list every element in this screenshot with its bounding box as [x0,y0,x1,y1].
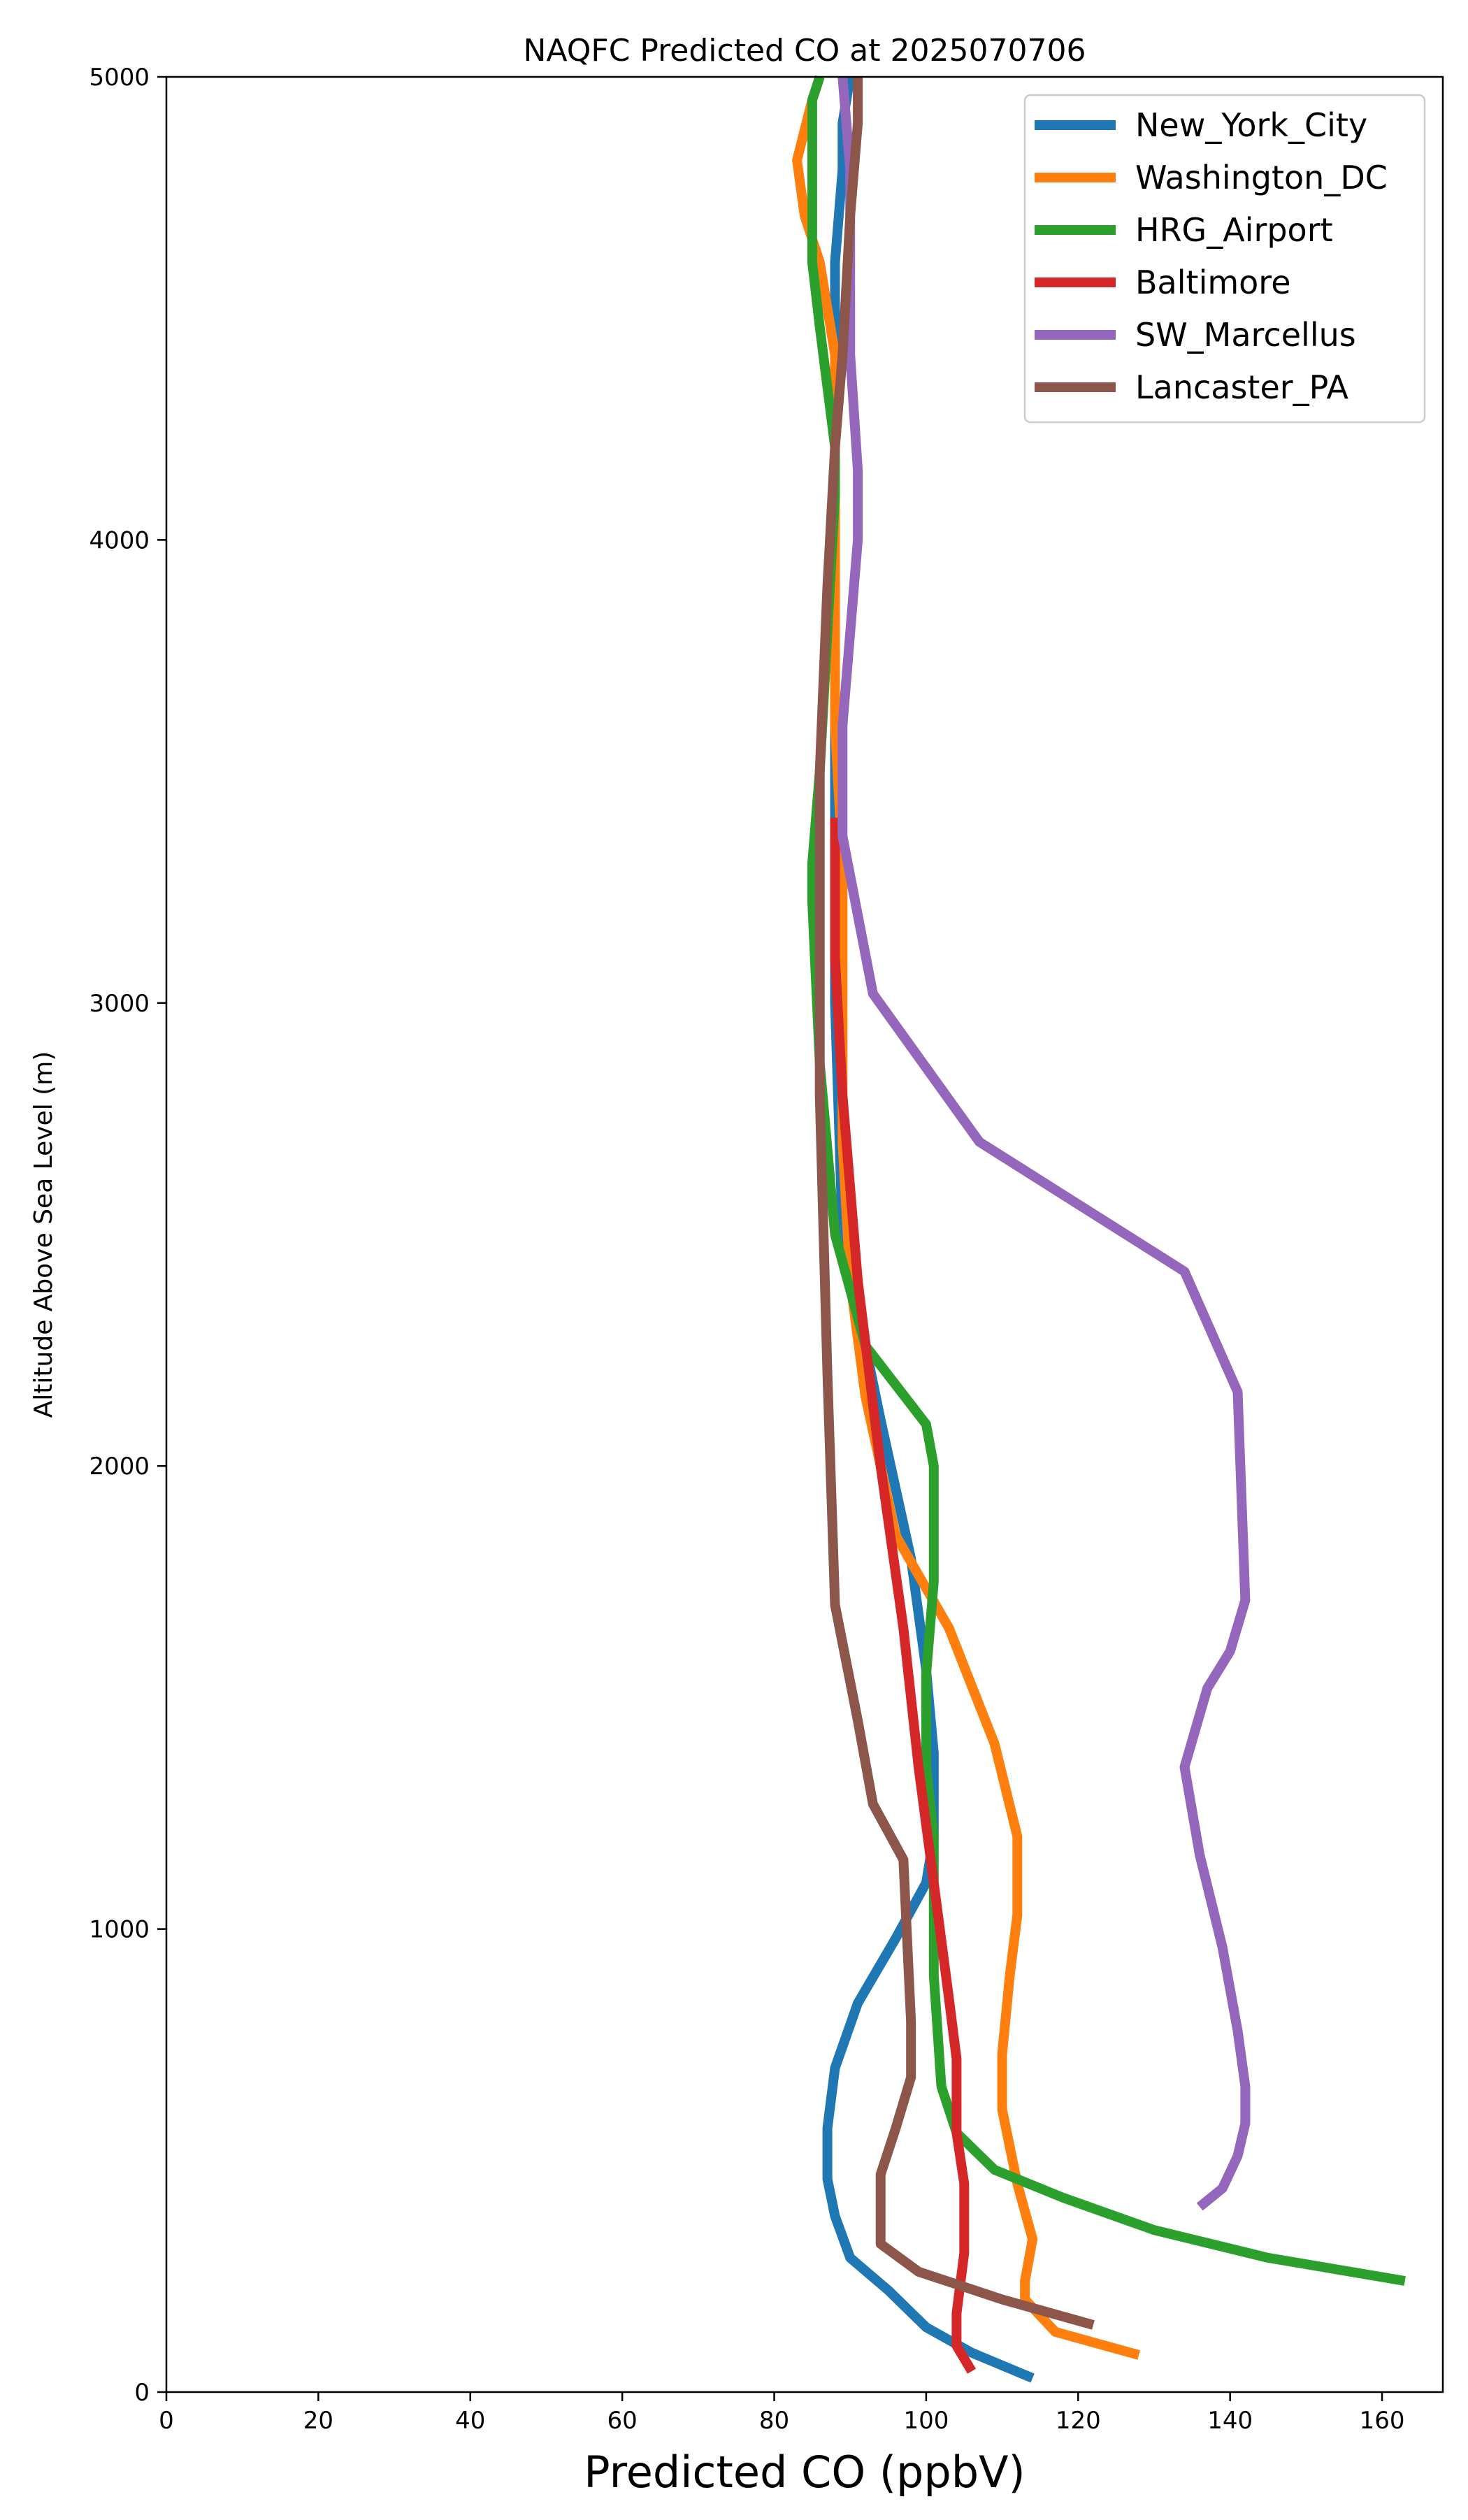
x-tick-label: 160 [1360,2407,1405,2435]
series-layer [792,75,1406,2383]
series-line-hrg-airport [807,75,1406,2286]
y-tick-label: 0 [134,2379,150,2407]
x-tick-label: 0 [159,2407,174,2435]
legend-label: Washington_DC [1135,159,1388,196]
x-tick-label: 80 [759,2407,789,2435]
legend-label: SW_Marcellus [1135,316,1356,354]
series-line-sw-marcellus [837,76,1251,2211]
y-axis-label: Altitude Above Sea Level (m) [29,1051,58,1418]
y-axis: 0 1000 2000 3000 4000 5000 [89,64,166,2407]
y-tick-label: 5000 [89,64,150,92]
x-tick-label: 40 [455,2407,485,2435]
x-axis-label: Predicted CO (ppbV) [584,2447,1025,2498]
plot-frame [165,75,1444,2393]
x-tick-label: 100 [903,2407,949,2435]
series-line-baltimore [830,817,977,2374]
legend-label: New_York_City [1135,106,1367,144]
x-tick-label: 60 [607,2407,638,2435]
y-tick-label: 3000 [89,990,150,1018]
legend-label: Baltimore [1135,264,1291,301]
series-line-lancaster-pa [814,77,1095,2330]
x-tick-label: 120 [1056,2407,1101,2435]
x-axis: 0 20 40 60 80 100 120 140 160 [159,2392,1405,2435]
legend-box [1023,94,1426,424]
x-tick-label: 140 [1207,2407,1253,2435]
legend: New_York_City Washington_DC HRG_Airport Bal… [1023,94,1426,424]
x-tick-label: 20 [303,2407,333,2435]
y-tick-label: 4000 [89,526,150,554]
legend-label: HRG_Airport [1135,211,1333,249]
y-tick-label: 2000 [89,1453,150,1481]
legend-label: Lancaster_PA [1135,368,1348,406]
y-tick-label: 1000 [89,1916,150,1944]
chart-title: NAQFC Predicted CO at 2025070706 [524,33,1086,69]
